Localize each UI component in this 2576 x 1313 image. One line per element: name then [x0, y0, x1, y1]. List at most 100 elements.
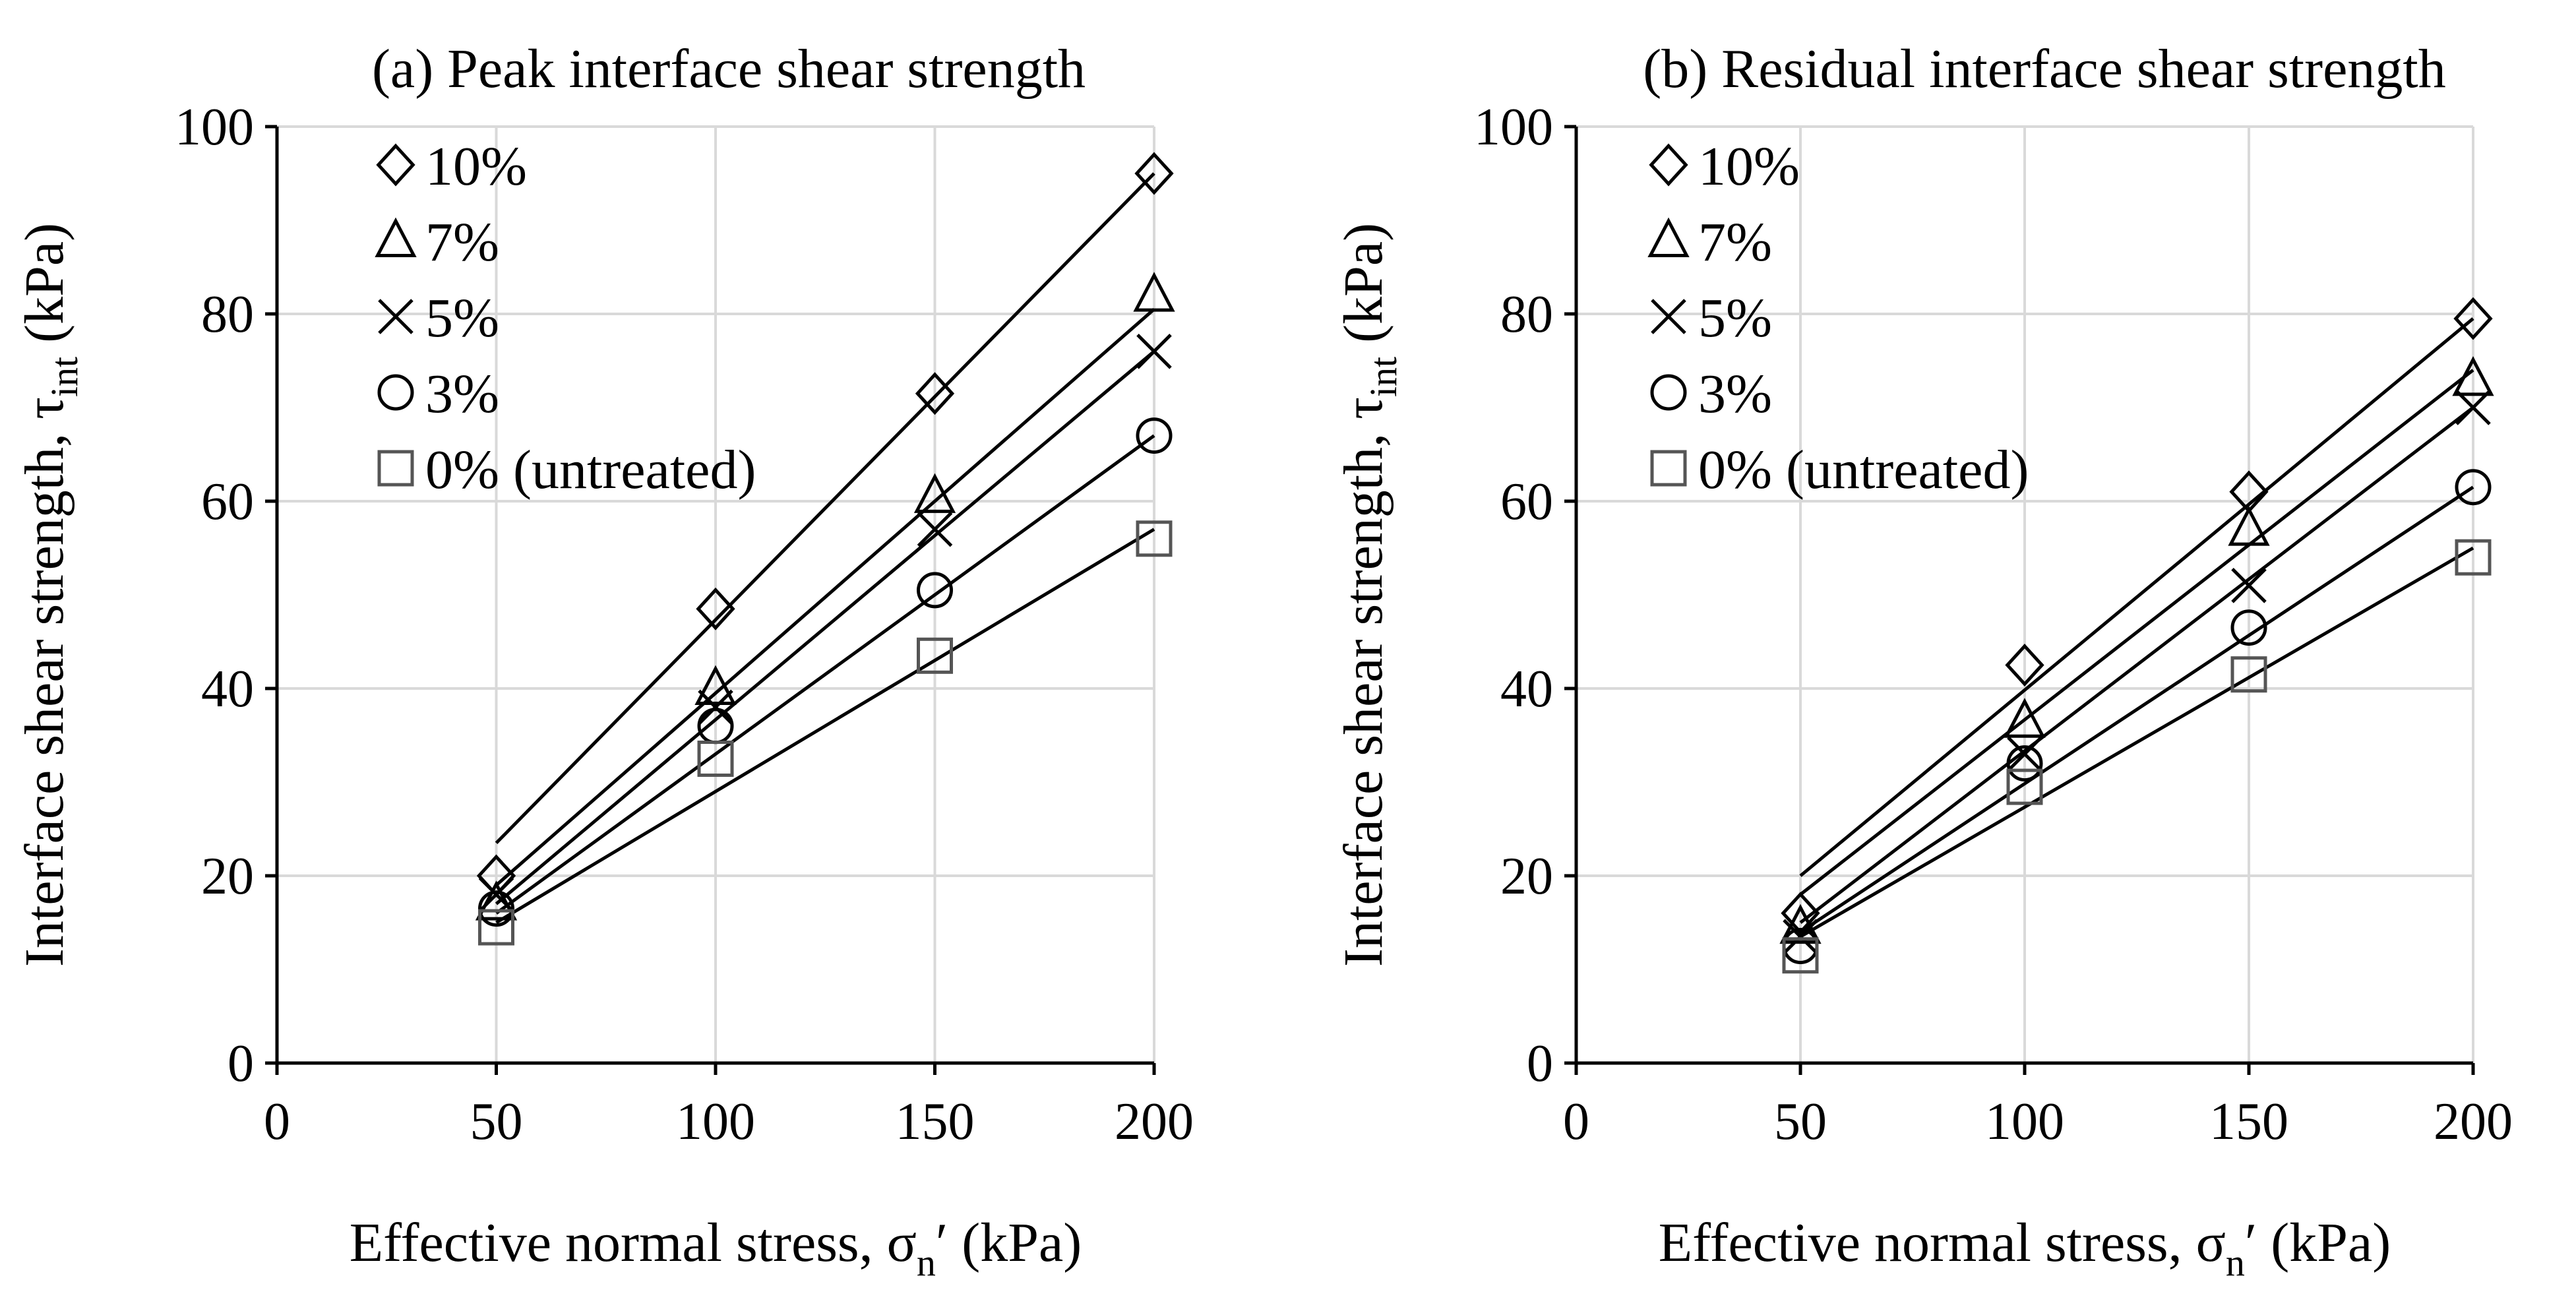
- data-point-square: [1782, 937, 1819, 974]
- fit-line: [495, 308, 1155, 887]
- legend-marker-diamond: [1649, 143, 1688, 187]
- series-1: [475, 272, 1175, 921]
- x-tick-label: 0: [264, 1093, 290, 1151]
- x-tick-label: 100: [676, 1093, 755, 1151]
- data-point-cross: [2231, 568, 2267, 603]
- data-point-diamond: [696, 587, 735, 630]
- x-tick-label: 200: [1115, 1093, 1194, 1151]
- data-point-circle: [2230, 609, 2267, 646]
- legend-marker-triangle: [375, 217, 417, 257]
- fit-line: [1799, 317, 2474, 877]
- data-point-circle: [478, 890, 514, 927]
- data-point-diamond: [915, 372, 955, 415]
- x-tick-label: 50: [470, 1093, 523, 1151]
- legend: 10% 7% 5% 3% 0% (untreated): [375, 136, 756, 501]
- y-tick-label: 40: [1500, 660, 1553, 718]
- series-1: [1779, 356, 2494, 944]
- series-3: [478, 417, 1173, 927]
- series-4: [1782, 539, 2492, 974]
- data-point-triangle: [913, 473, 956, 513]
- legend: 10% 7% 5% 3% 0% (untreated): [1647, 136, 2029, 501]
- fit-line: [495, 434, 1155, 915]
- y-tick-label: 100: [175, 98, 254, 156]
- data-point-triangle: [2004, 698, 2046, 738]
- y-tick-label: 20: [1500, 847, 1553, 905]
- chart-title: (b) Residual interface shear strength: [1643, 38, 2446, 100]
- series-0: [1781, 297, 2493, 935]
- fit-line: [1799, 485, 2474, 934]
- chart-title: (a) Peak interface shear strength: [372, 38, 1086, 100]
- x-tick-label: 100: [1985, 1093, 2064, 1151]
- data-point-square: [478, 909, 514, 946]
- fit-line: [495, 350, 1155, 905]
- legend-label: 0% (untreated): [1698, 439, 2029, 501]
- data-point-square: [2455, 539, 2492, 576]
- chart-panel-a: 0 20 40 60 80 100 0 50 100 150 200 (a) Peak interfa…: [14, 38, 1194, 1284]
- x-tick-label: 50: [1774, 1093, 1827, 1151]
- data-point-diamond: [1781, 892, 1820, 935]
- y-tick-label: 40: [201, 660, 254, 718]
- legend-label: 10%: [425, 136, 527, 197]
- data-point-cross: [917, 511, 953, 547]
- x-axis-title: Effective normal stress, σn′ (kPa): [350, 1212, 1082, 1284]
- series-2: [478, 334, 1172, 913]
- legend-marker-square: [377, 450, 414, 487]
- data-point-diamond: [2005, 644, 2044, 687]
- data-point-diamond: [2453, 297, 2493, 340]
- series-3: [1782, 469, 2492, 964]
- data-point-square: [697, 741, 734, 777]
- legend-label: 10%: [1698, 136, 1800, 197]
- x-tick-label: 0: [1563, 1093, 1589, 1151]
- data-point-cross: [698, 689, 733, 725]
- legend-label: 7%: [1698, 212, 1772, 273]
- series-0: [476, 152, 1174, 898]
- legend-marker-cross: [1651, 299, 1686, 334]
- legend-marker-diamond: [376, 143, 415, 187]
- legend-marker-triangle: [1647, 217, 1690, 257]
- data-point-cross: [2007, 736, 2042, 772]
- data-point-circle: [917, 572, 953, 609]
- x-tick-label: 150: [2209, 1093, 2288, 1151]
- legend-label: 5%: [425, 288, 499, 349]
- fit-line: [1799, 369, 2474, 896]
- legend-marker-square: [1650, 450, 1687, 487]
- data-point-triangle: [694, 665, 737, 705]
- x-axis-title: Effective normal stress, σn′ (kPa): [1659, 1212, 2391, 1284]
- fit-line: [495, 172, 1155, 845]
- data-point-square: [2230, 656, 2267, 693]
- fit-line: [1799, 406, 2474, 924]
- series-2: [1783, 390, 2491, 955]
- y-tick-label: 60: [201, 473, 254, 531]
- y-tick-label: 0: [228, 1035, 254, 1093]
- legend-marker-cross: [378, 299, 414, 334]
- y-tick-label: 20: [201, 847, 254, 905]
- y-tick-label: 100: [1474, 98, 1553, 156]
- data-point-circle: [1136, 417, 1173, 454]
- data-point-circle: [2006, 745, 2043, 782]
- y-axis-title: Interface shear strength, τint (kPa): [14, 223, 86, 967]
- legend-label: 0% (untreated): [425, 439, 756, 501]
- data-point-square: [1136, 520, 1173, 557]
- data-point-square: [2006, 768, 2043, 805]
- legend-label: 5%: [1698, 288, 1772, 349]
- fit-line: [495, 528, 1155, 925]
- data-point-diamond: [1134, 152, 1174, 195]
- legend-label: 7%: [425, 212, 499, 273]
- data-point-cross: [2455, 390, 2491, 425]
- data-point-triangle: [2452, 356, 2494, 396]
- data-point-triangle: [1133, 272, 1175, 312]
- y-tick-label: 60: [1500, 473, 1553, 531]
- series-4: [478, 520, 1173, 946]
- data-point-triangle: [2228, 506, 2270, 546]
- fit-line: [1799, 546, 2474, 938]
- legend-marker-circle: [1650, 374, 1687, 411]
- x-tick-label: 150: [896, 1093, 975, 1151]
- legend-label: 3%: [425, 363, 499, 425]
- data-point-square: [917, 637, 953, 674]
- x-tick-label: 200: [2434, 1093, 2513, 1151]
- y-tick-label: 80: [201, 286, 254, 344]
- legend-label: 3%: [1698, 363, 1772, 425]
- y-tick-label: 80: [1500, 286, 1553, 344]
- y-tick-label: 0: [1527, 1035, 1553, 1093]
